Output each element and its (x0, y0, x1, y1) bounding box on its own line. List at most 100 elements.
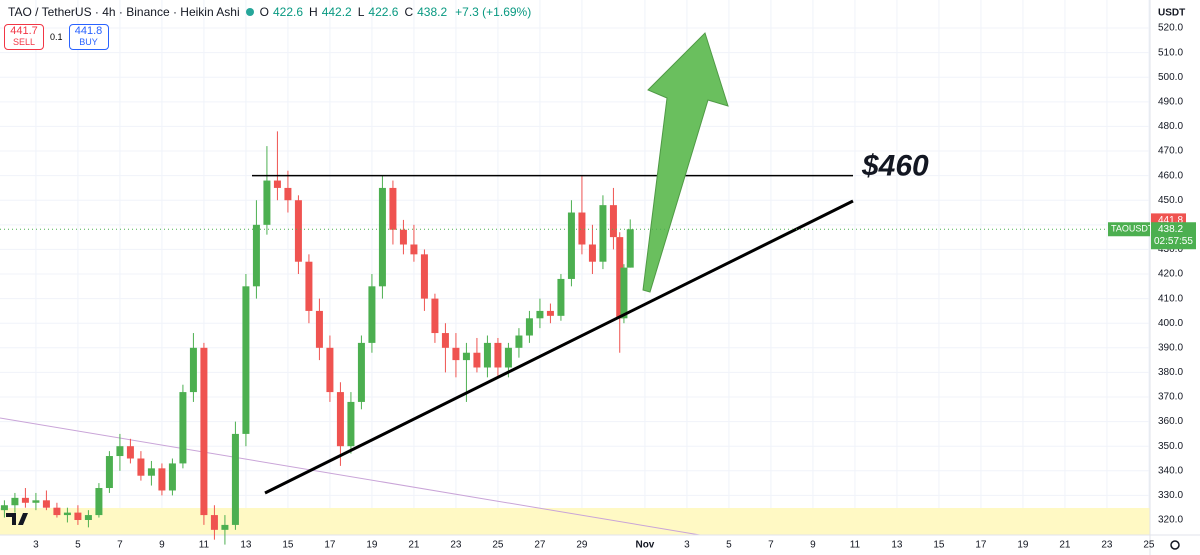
candle-body (473, 352, 481, 368)
y-tick-label: 520.0 (1158, 23, 1183, 34)
candle-body (483, 342, 491, 368)
y-tick-label: 480.0 (1158, 121, 1183, 132)
candle-body (378, 187, 386, 287)
change: +7.3 (+1.69%) (455, 5, 532, 19)
x-tick-label: 19 (366, 540, 378, 551)
ohlc-key: H (309, 5, 318, 19)
x-tick-label: 3 (33, 540, 39, 551)
candle-body (74, 512, 82, 520)
candle-body (137, 458, 145, 476)
candle-body (588, 244, 596, 262)
ask-label: 441.8 (1158, 215, 1183, 226)
x-tick-label: 21 (1059, 540, 1071, 551)
candle-body (200, 347, 208, 516)
x-tick-label: 23 (450, 540, 462, 551)
long-trendline (0, 417, 701, 536)
x-tick-label: 29 (576, 540, 588, 551)
ohlc-key: L (357, 5, 365, 19)
currency: USDT (1158, 8, 1185, 19)
candle-body (263, 180, 271, 225)
y-tick-label: 370.0 (1158, 392, 1183, 403)
x-tick-label: 15 (933, 540, 945, 551)
sell-label: SELL (12, 37, 36, 47)
symbol-tag (1108, 222, 1150, 237)
candle-body (284, 187, 292, 201)
sell-price: 441.7 (10, 25, 38, 37)
y-tick-label: 330.0 (1158, 490, 1183, 501)
zone (0, 508, 1150, 535)
x-tick-label: 5 (75, 540, 81, 551)
candle-body (410, 244, 418, 255)
candle-body (494, 342, 502, 368)
sell-button[interactable]: 441.7 SELL (4, 24, 44, 50)
candle-body (441, 333, 449, 348)
y-tick-label: 400.0 (1158, 318, 1183, 329)
candle-body (11, 497, 19, 506)
x-tick-label: 13 (891, 540, 903, 551)
candle-body (116, 446, 124, 457)
candle-body (357, 342, 365, 402)
logo-mark (6, 513, 28, 525)
x-tick-label: Nov (635, 540, 654, 551)
x-tick-label: 11 (850, 540, 861, 551)
x-tick-label: 17 (324, 540, 336, 551)
y-tick-label: 470.0 (1158, 146, 1183, 157)
ohlc-key: C (404, 5, 414, 19)
buy-price: 441.8 (74, 25, 103, 37)
x-tick-label: 3 (684, 540, 690, 551)
buy-button[interactable]: 441.8 BUY (68, 24, 109, 50)
candle-body (273, 180, 281, 188)
candle-body (189, 347, 197, 393)
y-tick-label: 360.0 (1158, 416, 1183, 427)
x-tick-label: 5 (726, 540, 732, 551)
y-tick-label: 320.0 (1158, 515, 1183, 526)
x-tick-label: 25 (1143, 540, 1155, 551)
candle-body (294, 200, 302, 262)
y-tick-label: 380.0 (1158, 367, 1183, 378)
buy-label: BUY (79, 37, 98, 47)
y-tick-label: 490.0 (1158, 96, 1183, 107)
y-tick-label: 460.0 (1158, 170, 1183, 181)
candle-body (546, 310, 554, 316)
candle-body (536, 310, 544, 319)
candle-body (336, 392, 344, 447)
x-tick-label: 21 (408, 540, 420, 551)
spread: 0.1 (50, 32, 63, 42)
candle-body (452, 347, 460, 361)
ohlc: O 422.6 H 442.2 L 422.6 C 438.2 (260, 5, 450, 19)
candle-body (620, 267, 628, 319)
ohlc-key: O (259, 5, 269, 19)
ohlc-value: 422.6 (273, 5, 304, 19)
candle-body (326, 347, 334, 393)
settings-icon (1170, 540, 1180, 550)
candle-body (84, 515, 92, 520)
ohlc-value: 422.6 (368, 5, 399, 19)
status-dot (245, 8, 254, 16)
candle-body (231, 433, 239, 525)
symbol: TAO / TetherUS · 4h · Binance · Heikin A… (8, 5, 240, 19)
last-tag (1151, 222, 1196, 250)
symbol-label: TAOUSDT (1111, 224, 1154, 234)
trade-panel: 441.7 SELL 0.1 441.8 BUY (4, 24, 109, 50)
x-tick-label: 13 (240, 540, 252, 551)
candle-body (462, 352, 470, 361)
x-tick-label: 9 (810, 540, 816, 551)
candle-body (504, 347, 512, 368)
candle-body (63, 512, 71, 516)
last-label: 438.2 (1158, 224, 1183, 235)
candle-body (609, 205, 617, 238)
candle-body (431, 298, 439, 334)
y-tick-label: 430.0 (1158, 244, 1183, 255)
candle-body (347, 401, 355, 447)
candle-body (53, 507, 61, 516)
y-tick-label: 450.0 (1158, 195, 1183, 206)
y-tick-label: 340.0 (1158, 465, 1183, 476)
countdown: 02:57:55 (1154, 236, 1193, 247)
y-tick-label: 390.0 (1158, 342, 1183, 353)
y-tick-label: 350.0 (1158, 441, 1183, 452)
candle-body (399, 229, 407, 245)
candle-body (515, 335, 523, 348)
candle-body (626, 229, 634, 268)
resistance-label: $460 (861, 150, 929, 183)
candle-body (147, 468, 155, 476)
